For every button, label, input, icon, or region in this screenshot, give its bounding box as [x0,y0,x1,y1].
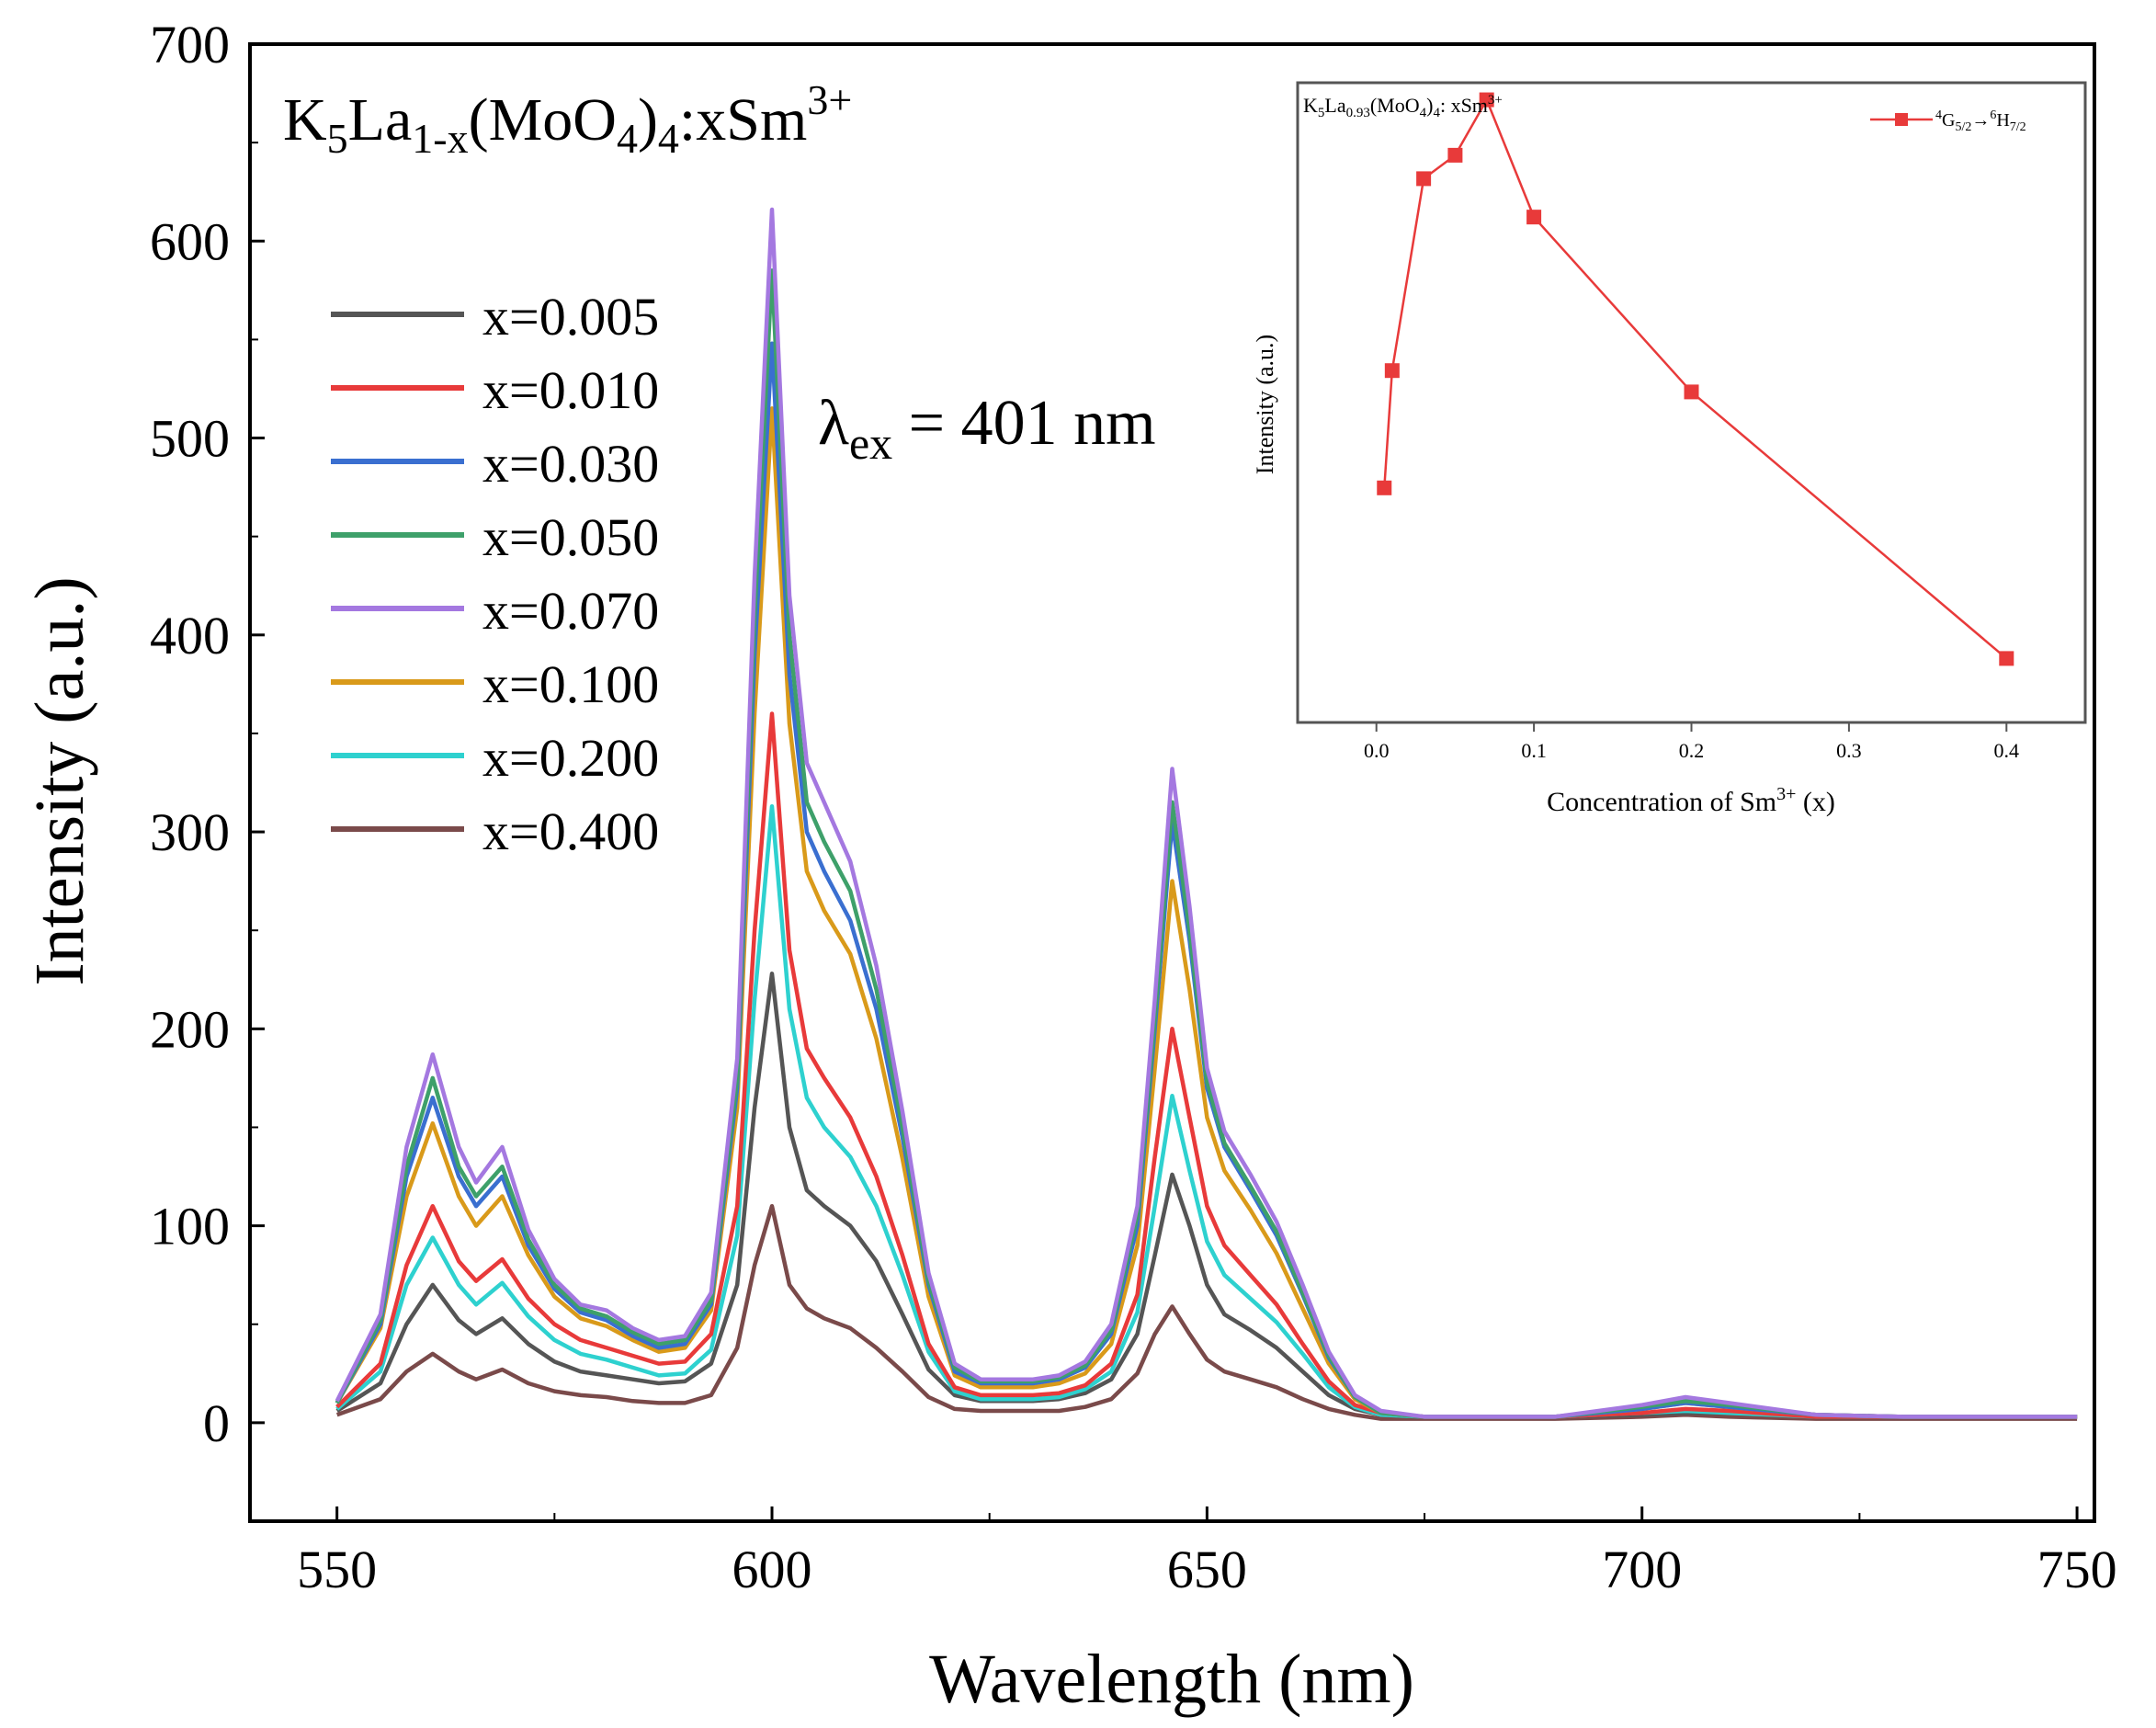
inset-x-tick-label: 0.3 [1836,739,1862,762]
y-tick-label: 0 [203,1393,230,1453]
legend-label-x=0.010: x=0.010 [482,360,659,420]
x-tick-label: 700 [1602,1540,1682,1599]
inset-series-line [1383,97,2008,660]
main-chart-title: K5La1-x(MoO4)4:xSm3+ [283,76,852,162]
main-x-axis-label: Wavelength (nm) [929,1641,1414,1718]
inset-legend-marker [1895,113,1908,126]
x-tick-label: 600 [732,1540,812,1599]
inset-legend: 4G5/2→6H7/2 [1870,108,2026,134]
main-series-group [335,207,2078,1421]
y-tick-label: 700 [150,15,230,74]
y-tick-label: 100 [150,1197,230,1256]
inset-x-tick-label: 0.2 [1679,739,1705,762]
legend-label-x=0.100: x=0.100 [482,654,659,714]
inset-legend-label: 4G5/2→6H7/2 [1935,108,2026,134]
inset-point-0.005 [1377,480,1392,495]
inset-x-axis-label: Concentration of Sm3+ (x) [1547,784,1835,817]
inset-x-tick-label: 0.1 [1521,739,1547,762]
x-tick-label: 650 [1167,1540,1247,1599]
inset-point-0.1 [1526,210,1542,225]
y-tick-label: 500 [150,409,230,469]
legend-label-x=0.005: x=0.005 [482,287,659,347]
inset-point-0.07 [1479,92,1494,108]
inset-point-0.03 [1416,171,1432,187]
legend-label-x=0.200: x=0.200 [482,728,659,788]
inset-point-0.01 [1384,363,1400,379]
legend-label-x=0.030: x=0.030 [482,434,659,494]
series-line-x=0.070 [335,207,2078,1419]
inset-x-tick-label: 0.4 [1994,739,2020,762]
y-tick-label: 200 [150,999,230,1059]
inset-point-0.2 [1684,384,1699,400]
main-x-axis: 550 600 650 700 750 [297,1506,2117,1599]
legend-label-x=0.050: x=0.050 [482,507,659,567]
x-tick-label: 750 [2037,1540,2117,1599]
inset-x-tick-label: 0.0 [1364,739,1390,762]
inset-plot-frame [1296,81,2087,724]
inset-x-axis: 0.0 0.1 0.2 0.3 0.4 [1364,722,2019,762]
main-y-axis: 0 100 200 300 400 500 600 700 [150,15,265,1453]
main-legend: x=0.005 x=0.010 x=0.030 x=0.050 x=0.070 x=0.1… [331,287,659,861]
inset-series-group [1377,92,2014,666]
inset-chart: 0.0 0.1 0.2 0.3 0.4 K5La0.93(MoO4)4: xSm3+ 4… [1252,81,2087,817]
inset-y-axis-label: Intensity (a.u.) [1252,335,1278,474]
legend-label-x=0.400: x=0.400 [482,801,659,861]
series-line-x=0.005 [335,972,2078,1419]
y-tick-label: 300 [150,802,230,862]
excitation-annotation: λex = 401 nm [818,388,1156,469]
inset-chart-title: K5La0.93(MoO4)4: xSm3+ [1303,93,1503,120]
inset-point-0.05 [1447,147,1463,163]
main-y-axis-label: Intensity (a.u.) [21,576,98,985]
x-tick-label: 550 [297,1540,377,1599]
legend-label-x=0.070: x=0.070 [482,581,659,641]
main-plot-frame [248,42,2096,1523]
y-tick-label: 400 [150,606,230,665]
main-chart: 0 100 200 300 400 500 600 700 550 600 650 700 750 K… [21,15,2117,1718]
inset-point-0.4 [1999,651,2014,666]
y-tick-label: 600 [150,211,230,271]
